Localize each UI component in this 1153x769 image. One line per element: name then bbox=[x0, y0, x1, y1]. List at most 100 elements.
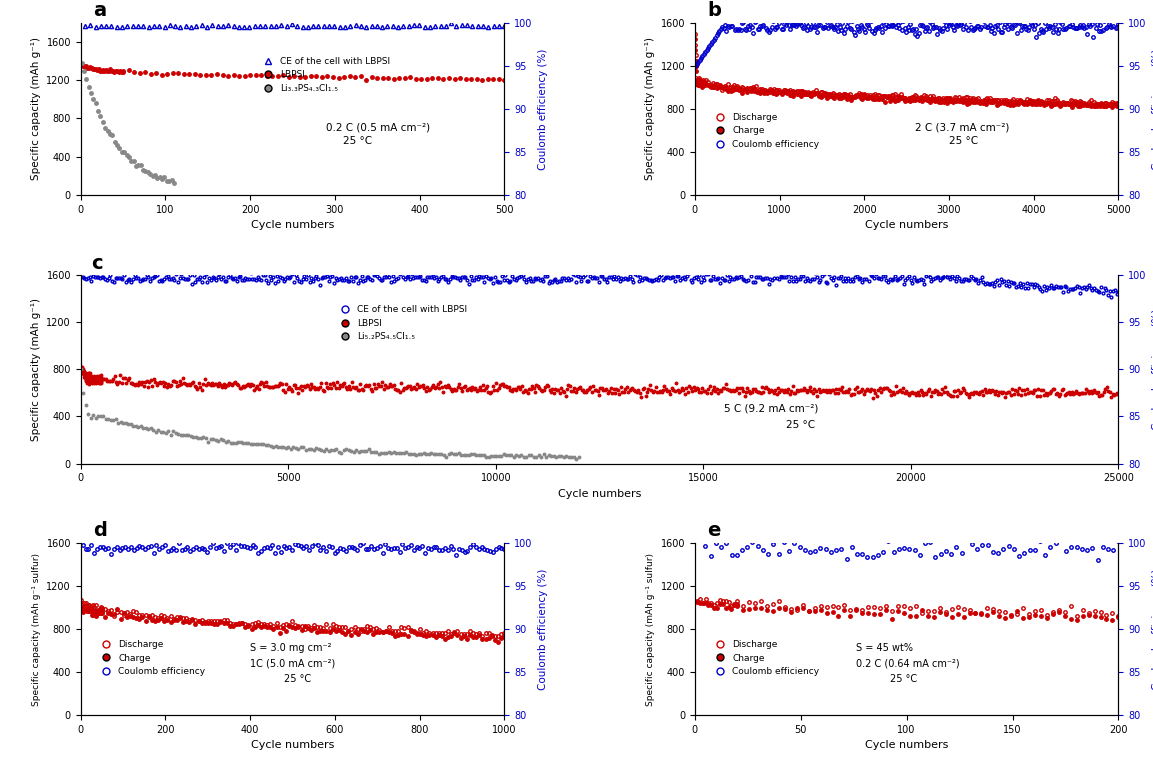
Li₃.₃PS₄.₃Cl₁.₅ bbox=[105, 131, 119, 140]
Coulomb efficiency bbox=[688, 62, 702, 71]
CE of the cell with LBPSI bbox=[460, 21, 474, 30]
Li₃.₃PS₄.₃Cl₁.₅ bbox=[125, 157, 138, 166]
Discharge bbox=[688, 40, 702, 49]
Legend: Discharge, Charge, Coulomb efficiency: Discharge, Charge, Coulomb efficiency bbox=[708, 637, 823, 680]
LBPSI bbox=[469, 75, 483, 84]
Charge bbox=[688, 45, 702, 55]
Charge bbox=[925, 95, 939, 104]
CE of the cell with LBPSI bbox=[269, 22, 282, 31]
Text: c: c bbox=[91, 254, 103, 273]
LBPSI bbox=[497, 75, 511, 84]
Discharge bbox=[1108, 100, 1122, 109]
Coulomb efficiency bbox=[940, 25, 954, 34]
Li₃.₃PS₄.₃Cl₁.₅ bbox=[148, 171, 161, 180]
Li₃.₃PS₄.₃Cl₁.₅ bbox=[122, 153, 136, 162]
Li₃.₃PS₄.₃Cl₁.₅ bbox=[93, 112, 107, 121]
Text: e: e bbox=[708, 521, 721, 540]
Line: Discharge: Discharge bbox=[693, 32, 1121, 106]
Li₃.₃PS₄.₃Cl₁.₅ bbox=[75, 58, 89, 68]
LBPSI bbox=[75, 61, 89, 70]
Discharge bbox=[1069, 96, 1083, 105]
CE of the cell with LBPSI bbox=[333, 22, 347, 32]
Text: 0.2 C (0.64 mA cm⁻²): 0.2 C (0.64 mA cm⁻²) bbox=[856, 658, 959, 668]
Text: S = 45 wt%: S = 45 wt% bbox=[856, 643, 913, 653]
Discharge bbox=[933, 94, 947, 103]
Legend: CE of the cell with LBPSI, LBPSI, Li₅.₂PS₄.₅Cl₁.₅: CE of the cell with LBPSI, LBPSI, Li₅.₂P… bbox=[332, 302, 470, 345]
Text: 1C (5.0 mA cm⁻²): 1C (5.0 mA cm⁻²) bbox=[250, 658, 336, 668]
Li₃.₃PS₄.₃Cl₁.₅ bbox=[138, 167, 152, 176]
Discharge bbox=[1039, 99, 1053, 108]
Text: b: b bbox=[708, 1, 722, 20]
Li₃.₃PS₄.₃Cl₁.₅ bbox=[163, 176, 176, 185]
X-axis label: Cycle numbers: Cycle numbers bbox=[865, 220, 948, 230]
X-axis label: Cycle numbers: Cycle numbers bbox=[865, 741, 948, 751]
Coulomb efficiency bbox=[1111, 19, 1125, 28]
Li₃.₃PS₄.₃Cl₁.₅ bbox=[167, 178, 181, 188]
CE of the cell with LBPSI bbox=[497, 22, 511, 31]
Discharge bbox=[1111, 98, 1125, 107]
Charge bbox=[924, 97, 937, 106]
Li₃.₃PS₄.₃Cl₁.₅ bbox=[129, 161, 143, 171]
Text: a: a bbox=[93, 1, 106, 20]
LBPSI bbox=[232, 71, 246, 80]
Legend: Discharge, Charge, Coulomb efficiency: Discharge, Charge, Coulomb efficiency bbox=[93, 637, 209, 680]
Li₃.₃PS₄.₃Cl₁.₅ bbox=[103, 130, 116, 139]
Li₃.₃PS₄.₃Cl₁.₅ bbox=[118, 148, 131, 157]
LBPSI bbox=[475, 75, 489, 85]
CE of the cell with LBPSI bbox=[444, 18, 458, 28]
Li₃.₃PS₄.₃Cl₁.₅ bbox=[150, 173, 164, 182]
Li₃.₃PS₄.₃Cl₁.₅ bbox=[107, 138, 121, 147]
Li₃.₃PS₄.₃Cl₁.₅ bbox=[84, 88, 98, 98]
LBPSI bbox=[107, 67, 121, 76]
Charge bbox=[1111, 100, 1125, 109]
Y-axis label: Specific capacity (mAh g⁻¹): Specific capacity (mAh g⁻¹) bbox=[31, 38, 40, 181]
Coulomb efficiency bbox=[1047, 27, 1061, 36]
Charge bbox=[1069, 100, 1083, 109]
Line: LBPSI: LBPSI bbox=[80, 64, 506, 82]
Coulomb efficiency bbox=[949, 20, 963, 29]
Text: 5 C (9.2 mA cm⁻²): 5 C (9.2 mA cm⁻²) bbox=[724, 403, 819, 413]
Discharge bbox=[924, 92, 937, 101]
Text: 25 °C: 25 °C bbox=[949, 136, 978, 146]
Coulomb efficiency bbox=[689, 59, 703, 68]
Y-axis label: Specific capacity (mAh g⁻¹): Specific capacity (mAh g⁻¹) bbox=[645, 38, 655, 181]
Text: d: d bbox=[93, 521, 107, 540]
CE of the cell with LBPSI bbox=[354, 22, 368, 31]
CE of the cell with LBPSI bbox=[89, 22, 103, 32]
Charge bbox=[933, 98, 947, 107]
LBPSI bbox=[277, 71, 291, 80]
Li₃.₃PS₄.₃Cl₁.₅ bbox=[113, 144, 127, 153]
Li₃.₃PS₄.₃Cl₁.₅ bbox=[96, 117, 110, 126]
Li₃.₃PS₄.₃Cl₁.₅ bbox=[131, 161, 145, 170]
Text: 25 °C: 25 °C bbox=[284, 674, 311, 684]
CE of the cell with LBPSI bbox=[78, 22, 92, 31]
Charge bbox=[1039, 98, 1053, 108]
Li₃.₃PS₄.₃Cl₁.₅ bbox=[158, 172, 172, 181]
Charge bbox=[688, 35, 702, 44]
Coulomb efficiency bbox=[774, 14, 787, 23]
Text: 0.2 C (0.5 mA cm⁻²): 0.2 C (0.5 mA cm⁻²) bbox=[326, 123, 430, 133]
Line: Li₃.₃PS₄.₃Cl₁.₅: Li₃.₃PS₄.₃Cl₁.₅ bbox=[80, 62, 175, 185]
Coulomb efficiency bbox=[942, 21, 956, 30]
Y-axis label: Coulomb efficiency (%): Coulomb efficiency (%) bbox=[538, 568, 548, 690]
X-axis label: Cycle numbers: Cycle numbers bbox=[251, 220, 334, 230]
Text: 25 °C: 25 °C bbox=[890, 674, 917, 684]
Y-axis label: Coulomb efficiency (%): Coulomb efficiency (%) bbox=[538, 48, 548, 170]
Text: 2 C (3.7 mA cm⁻²): 2 C (3.7 mA cm⁻²) bbox=[915, 123, 1010, 133]
X-axis label: Cycle numbers: Cycle numbers bbox=[558, 489, 641, 499]
LBPSI bbox=[101, 67, 115, 76]
Li₃.₃PS₄.₃Cl₁.₅ bbox=[141, 167, 155, 176]
CE of the cell with LBPSI bbox=[338, 22, 352, 32]
Text: S = 3.0 mg cm⁻²: S = 3.0 mg cm⁻² bbox=[250, 643, 332, 653]
Li₃.₃PS₄.₃Cl₁.₅ bbox=[136, 165, 150, 175]
Discharge bbox=[925, 94, 939, 103]
Li₃.₃PS₄.₃Cl₁.₅ bbox=[98, 124, 112, 133]
Li₃.₃PS₄.₃Cl₁.₅ bbox=[82, 82, 96, 92]
Li₃.₃PS₄.₃Cl₁.₅ bbox=[115, 148, 129, 157]
Discharge bbox=[688, 29, 702, 38]
Li₃.₃PS₄.₃Cl₁.₅ bbox=[165, 175, 179, 185]
Li₃.₃PS₄.₃Cl₁.₅ bbox=[120, 151, 134, 160]
Text: 25 °C: 25 °C bbox=[786, 420, 815, 430]
Y-axis label: Specific capacity (mAh g⁻¹ sulfur): Specific capacity (mAh g⁻¹ sulfur) bbox=[32, 553, 40, 706]
Li₃.₃PS₄.₃Cl₁.₅ bbox=[134, 161, 148, 170]
